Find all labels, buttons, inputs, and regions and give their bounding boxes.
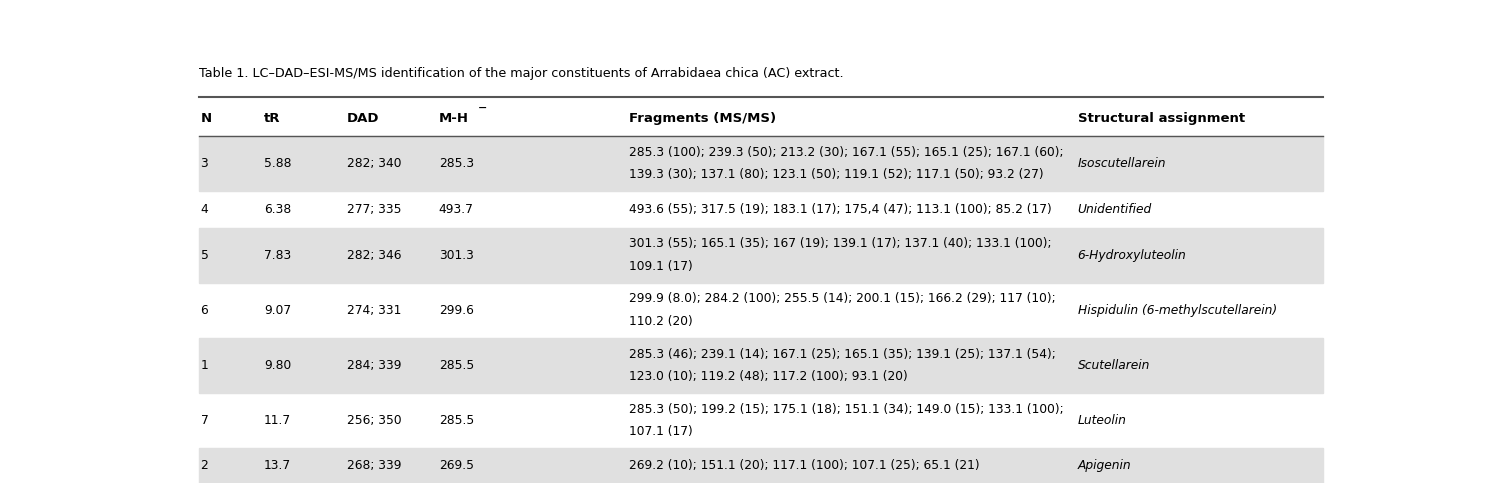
Text: Table 1. LC–DAD–ESI-MS/MS identification of the major constituents of Arrabidaea: Table 1. LC–DAD–ESI-MS/MS identification… xyxy=(199,67,843,80)
Text: N: N xyxy=(200,112,212,125)
Text: 301.3 (55); 165.1 (35); 167 (19); 139.1 (17); 137.1 (40); 133.1 (100);: 301.3 (55); 165.1 (35); 167 (19); 139.1 … xyxy=(628,238,1051,250)
Text: 7.83: 7.83 xyxy=(264,249,291,262)
Text: 285.3: 285.3 xyxy=(440,157,474,170)
Text: 282; 346: 282; 346 xyxy=(347,249,401,262)
Text: 493.7: 493.7 xyxy=(440,203,474,216)
Text: Scutellarein: Scutellarein xyxy=(1078,359,1149,371)
Text: 9.80: 9.80 xyxy=(264,359,291,371)
Text: 139.3 (30); 137.1 (80); 123.1 (50); 119.1 (52); 117.1 (50); 93.2 (27): 139.3 (30); 137.1 (80); 123.1 (50); 119.… xyxy=(628,168,1044,181)
Text: 274; 331: 274; 331 xyxy=(347,304,401,317)
Text: 1: 1 xyxy=(200,359,208,371)
Text: M-H: M-H xyxy=(440,112,469,125)
Text: 285.3 (50); 199.2 (15); 175.1 (18); 151.1 (34); 149.0 (15); 133.1 (100);: 285.3 (50); 199.2 (15); 175.1 (18); 151.… xyxy=(628,402,1063,415)
Text: 3: 3 xyxy=(200,157,208,170)
Text: 285.3 (100); 239.3 (50); 213.2 (30); 167.1 (55); 165.1 (25); 167.1 (60);: 285.3 (100); 239.3 (50); 213.2 (30); 167… xyxy=(628,146,1063,159)
Text: 269.5: 269.5 xyxy=(440,459,474,472)
Text: 299.6: 299.6 xyxy=(440,304,474,317)
Text: 4: 4 xyxy=(200,203,208,216)
Text: 123.0 (10); 119.2 (48); 117.2 (100); 93.1 (20): 123.0 (10); 119.2 (48); 117.2 (100); 93.… xyxy=(628,370,907,383)
Bar xyxy=(199,136,1323,191)
Text: tR: tR xyxy=(264,112,281,125)
Text: 110.2 (20): 110.2 (20) xyxy=(628,315,692,328)
Text: 13.7: 13.7 xyxy=(264,459,291,472)
Text: 6: 6 xyxy=(200,304,208,317)
Text: 285.5: 285.5 xyxy=(440,359,474,371)
Text: Luteolin: Luteolin xyxy=(1078,414,1127,426)
Text: 277; 335: 277; 335 xyxy=(347,203,401,216)
Text: DAD: DAD xyxy=(347,112,379,125)
Text: 107.1 (17): 107.1 (17) xyxy=(628,425,692,438)
Text: 5.88: 5.88 xyxy=(264,157,291,170)
Text: 269.2 (10); 151.1 (20); 117.1 (100); 107.1 (25); 65.1 (21): 269.2 (10); 151.1 (20); 117.1 (100); 107… xyxy=(628,459,979,472)
Text: 285.5: 285.5 xyxy=(440,414,474,426)
Text: Apigenin: Apigenin xyxy=(1078,459,1132,472)
Bar xyxy=(199,338,1323,393)
Text: 2: 2 xyxy=(200,459,208,472)
Text: 299.9 (8.0); 284.2 (100); 255.5 (14); 200.1 (15); 166.2 (29); 117 (10);: 299.9 (8.0); 284.2 (100); 255.5 (14); 20… xyxy=(628,293,1056,305)
Text: 6.38: 6.38 xyxy=(264,203,291,216)
Text: 5: 5 xyxy=(200,249,208,262)
Text: 9.07: 9.07 xyxy=(264,304,291,317)
Text: −: − xyxy=(478,103,487,113)
Text: 109.1 (17): 109.1 (17) xyxy=(628,260,692,273)
Bar xyxy=(199,227,1323,283)
Text: Unidentified: Unidentified xyxy=(1078,203,1152,216)
Text: 285.3 (46); 239.1 (14); 167.1 (25); 165.1 (35); 139.1 (25); 137.1 (54);: 285.3 (46); 239.1 (14); 167.1 (25); 165.… xyxy=(628,347,1056,360)
Text: Hispidulin (6-methylscutellarein): Hispidulin (6-methylscutellarein) xyxy=(1078,304,1277,317)
Text: 256; 350: 256; 350 xyxy=(347,414,401,426)
Text: Structural assignment: Structural assignment xyxy=(1078,112,1244,125)
Text: 7: 7 xyxy=(200,414,208,426)
Text: 493.6 (55); 317.5 (19); 183.1 (17); 175,4 (47); 113.1 (100); 85.2 (17): 493.6 (55); 317.5 (19); 183.1 (17); 175,… xyxy=(628,203,1051,216)
Bar xyxy=(199,448,1323,483)
Text: 282; 340: 282; 340 xyxy=(347,157,401,170)
Text: 301.3: 301.3 xyxy=(440,249,474,262)
Text: 11.7: 11.7 xyxy=(264,414,291,426)
Text: 284; 339: 284; 339 xyxy=(347,359,401,371)
Text: Isoscutellarein: Isoscutellarein xyxy=(1078,157,1166,170)
Text: 6-Hydroxyluteolin: 6-Hydroxyluteolin xyxy=(1078,249,1187,262)
Text: Fragments (MS/MS): Fragments (MS/MS) xyxy=(628,112,775,125)
Text: 268; 339: 268; 339 xyxy=(347,459,401,472)
